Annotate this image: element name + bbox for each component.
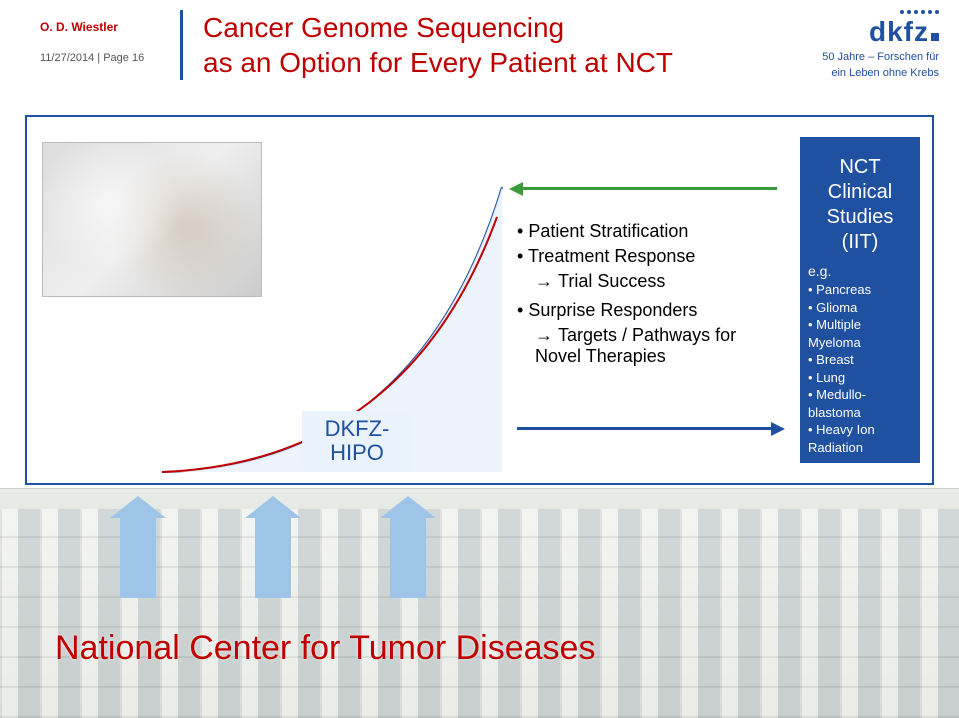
title-line-1: Cancer Genome Sequencing — [203, 10, 739, 45]
nct-item: Multiple Myeloma — [808, 316, 912, 351]
bullet-response: Treatment Response — [517, 246, 777, 267]
bullet-responders: Surprise Responders — [517, 300, 777, 321]
title-line-2: as an Option for Every Patient at NCT — [203, 45, 739, 80]
nct-item: Breast — [808, 351, 912, 369]
up-arrow-icon — [120, 518, 156, 598]
arrow-feedback-icon — [517, 187, 777, 190]
nct-item-list: Pancreas Glioma Multiple Myeloma Breast … — [808, 281, 912, 456]
footer-title: National Center for Tumor Diseases — [55, 629, 595, 668]
nct-h4: (IIT) — [808, 230, 912, 255]
bullet-stratification: Patient Stratification — [517, 221, 777, 242]
arrow-forward-icon — [517, 427, 777, 430]
logo-tagline-1: 50 Jahre – Forschen für — [739, 50, 939, 64]
logo-dots — [739, 10, 939, 14]
logo-area: dkfz 50 Jahre – Forschen für ein Leben o… — [739, 10, 939, 81]
nct-studies-box: NCT Clinical Studies (IIT) e.g. Pancreas… — [800, 137, 920, 463]
sub-trial-success: Trial Success — [535, 271, 777, 292]
date-page: 11/27/2014 | Page 16 — [40, 52, 180, 64]
title-block: Cancer Genome Sequencing as an Option fo… — [180, 10, 739, 80]
sub-targets: Targets / Pathways for Novel Therapies — [535, 325, 777, 367]
nct-h1: NCT — [808, 155, 912, 180]
nct-eg: e.g. — [808, 263, 912, 279]
dkfz-logo: dkfz — [739, 16, 939, 48]
author: O. D. Wiestler — [40, 20, 180, 34]
nct-item: Medullo-blastoma — [808, 386, 912, 421]
up-arrow-icon — [390, 518, 426, 598]
nct-h2: Clinical — [808, 180, 912, 205]
meta-block: O. D. Wiestler 11/27/2014 | Page 16 — [40, 10, 180, 64]
nct-item: Pancreas — [808, 281, 912, 299]
nct-item: Lung — [808, 369, 912, 387]
up-arrow-icon — [255, 518, 291, 598]
nct-item: Glioma — [808, 299, 912, 317]
nct-h3: Studies — [808, 205, 912, 230]
bullet-list: Patient Stratification Treatment Respons… — [517, 217, 777, 375]
hipo-label: DKFZ- HIPO — [302, 411, 412, 471]
slide-header: O. D. Wiestler 11/27/2014 | Page 16 Canc… — [0, 0, 959, 90]
main-panel: DKFZ- HIPO Patient Stratification Treatm… — [25, 115, 934, 485]
nct-item: Heavy Ion Radiation — [808, 421, 912, 456]
logo-tagline-2: ein Leben ohne Krebs — [739, 66, 939, 80]
